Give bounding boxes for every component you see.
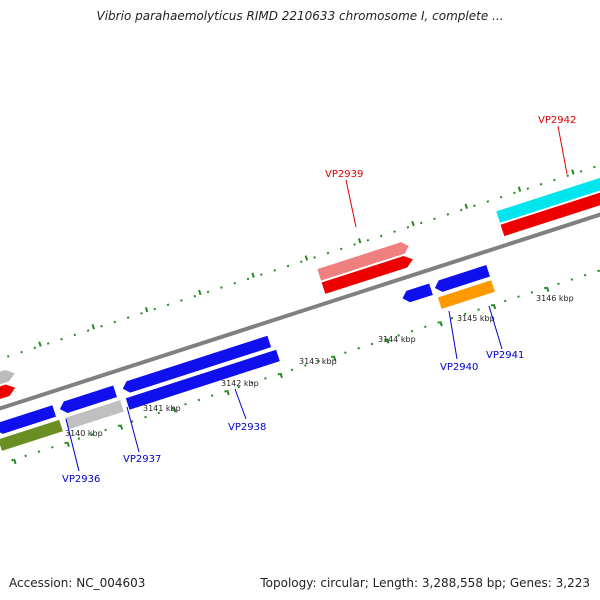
gene-label-vp2941[interactable]: VP2941 [486, 350, 524, 361]
label-leaders [65, 125, 568, 472]
gene-vp2936-blue[interactable] [0, 405, 57, 435]
gene-label-vp2942[interactable]: VP2942 [538, 115, 576, 126]
reverse-genes [0, 265, 495, 451]
forward-genes [0, 154, 600, 413]
kbp-label: 3141 kbp [143, 404, 181, 413]
gene-vp2938-blue-2[interactable] [125, 349, 280, 410]
gene-vp2937-blue[interactable] [58, 385, 117, 415]
gene-vp2937-gray[interactable] [64, 400, 124, 430]
gene-vp2942-red[interactable] [500, 167, 600, 237]
gene-vp2938-blue-1[interactable] [121, 335, 272, 395]
gene-vp2939-red[interactable] [321, 254, 415, 294]
kbp-label: 3140 kbp [65, 429, 103, 438]
gene-label-vp2939[interactable]: VP2939 [325, 169, 363, 180]
gene-vp2942-cyan[interactable] [496, 154, 600, 223]
kbp-label: 3145 kbp [457, 314, 495, 323]
gene-vp2941-blue[interactable] [433, 265, 490, 294]
gene-label-vp2937[interactable]: VP2937 [123, 454, 161, 465]
chromosome-backbone [0, 185, 600, 430]
map-title: Vibrio parahaemolyticus RIMD 2210633 chr… [96, 9, 504, 23]
gene-labels: VP2939 VP2942 VP2936 VP2937 VP2938 VP294… [62, 115, 576, 485]
gene-label-vp2936[interactable]: VP2936 [62, 474, 100, 485]
accession-text: Accession: NC_004603 [9, 576, 146, 590]
gene-label-vp2940[interactable]: VP2940 [440, 362, 478, 373]
gene-vp2939-pink[interactable] [317, 240, 410, 281]
kbp-label: 3146 kbp [536, 294, 574, 303]
kbp-label: 3144 kbp [378, 335, 416, 344]
ruler-labels: 3140 kbp 3141 kbp 3142 kbp 3143 kbp 3144… [65, 294, 574, 438]
gene-vp2936-olive[interactable] [0, 419, 63, 451]
kbp-label: 3142 kbp [221, 379, 259, 388]
outer-tick-ring [0, 138, 600, 384]
kbp-label: 3143 kbp [299, 357, 337, 366]
gene-vp2941-orange[interactable] [437, 280, 495, 309]
gene-vp2940-blue[interactable] [401, 283, 433, 304]
summary-text: Topology: circular; Length: 3,288,558 bp… [260, 576, 590, 590]
gene-label-vp2938[interactable]: VP2938 [228, 422, 266, 433]
